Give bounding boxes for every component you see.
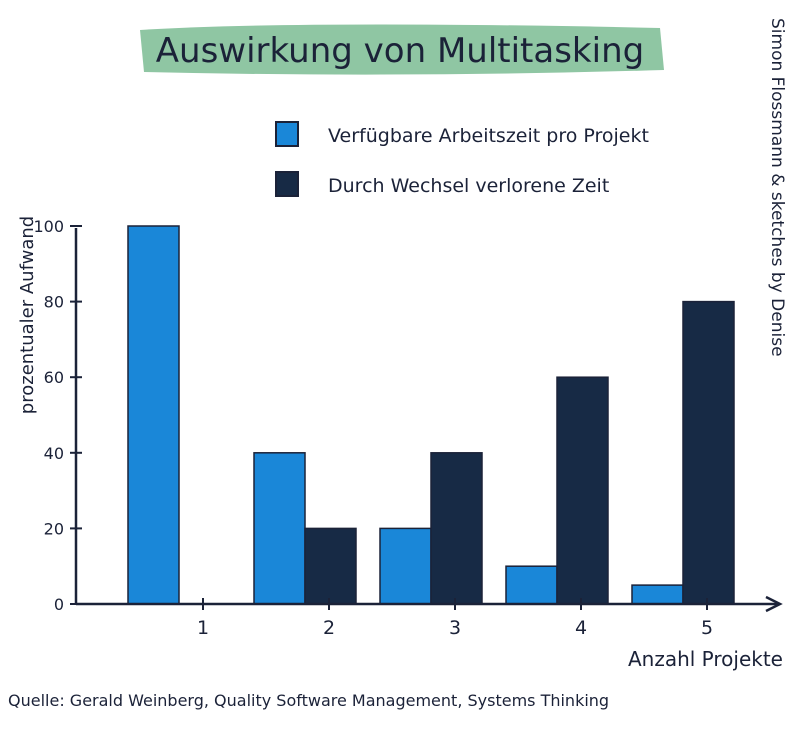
x-tick-label-4: 4: [575, 617, 587, 639]
bar-available-3: [379, 527, 432, 605]
bar-available-2: [253, 452, 306, 605]
x-tick-label-2: 2: [323, 617, 335, 639]
bar-lost-2: [304, 527, 357, 605]
credit-text: Simon Flossmann & sketches by Denise: [767, 18, 787, 357]
title-highlight: [140, 24, 664, 75]
y-tick-label-20: 20: [44, 519, 64, 538]
chart-title: Auswirkung von Multitasking: [156, 31, 644, 71]
legend-swatch-available: [275, 121, 299, 147]
x-tick-label-1: 1: [197, 617, 209, 639]
y-tick-label-0: 0: [54, 595, 64, 614]
y-axis-label: prozentualer Aufwand: [17, 216, 38, 414]
bar-available-4: [505, 565, 558, 605]
y-tick-label-100: 100: [33, 217, 64, 236]
y-ticks-group: 0 20 40 60 80 100: [33, 217, 82, 614]
y-tick-label-60: 60: [44, 368, 64, 387]
bar-lost-4: [556, 376, 609, 605]
x-tick-label-3: 3: [449, 617, 461, 639]
x-axis-arrowhead: [765, 595, 783, 613]
bar-available-1: [127, 225, 180, 605]
bar-lost-3: [430, 452, 483, 605]
legend: Verfügbare Arbeitszeit pro Projekt Durch…: [275, 121, 649, 197]
y-tick-label-40: 40: [44, 444, 64, 463]
x-axis-label: Anzahl Projekte: [628, 647, 783, 671]
x-tick-label-5: 5: [701, 617, 713, 639]
legend-label-lost: Durch Wechsel verlorene Zeit: [328, 175, 609, 197]
legend-swatch-lost: [275, 171, 299, 197]
legend-label-available: Verfügbare Arbeitszeit pro Projekt: [328, 125, 649, 147]
source-text: Quelle: Gerald Weinberg, Quality Softwar…: [8, 691, 609, 710]
bar-lost-5: [682, 300, 735, 605]
bars-group: [127, 225, 735, 605]
bar-available-5: [631, 584, 684, 605]
y-tick-label-80: 80: [44, 293, 64, 312]
